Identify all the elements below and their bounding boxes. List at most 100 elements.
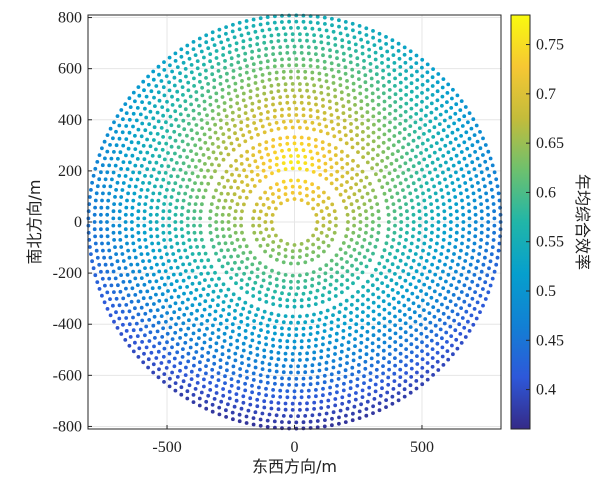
heliostat-point bbox=[146, 82, 151, 87]
heliostat-point bbox=[387, 302, 392, 307]
heliostat-point bbox=[398, 104, 403, 109]
heliostat-point bbox=[442, 118, 447, 123]
heliostat-point bbox=[202, 107, 207, 111]
heliostat-point bbox=[149, 174, 154, 179]
heliostat-point bbox=[169, 157, 174, 162]
heliostat-point bbox=[169, 266, 174, 270]
heliostat-point bbox=[371, 404, 375, 409]
heliostat-point bbox=[479, 230, 484, 235]
heliostat-point bbox=[372, 317, 376, 322]
heliostat-point bbox=[374, 267, 378, 272]
heliostat-point bbox=[314, 343, 318, 348]
heliostat-point bbox=[180, 355, 185, 359]
heliostat-point bbox=[290, 408, 295, 412]
heliostat-point bbox=[462, 156, 467, 161]
heliostat-point bbox=[175, 89, 180, 94]
heliostat-point bbox=[241, 91, 246, 96]
heliostat-point bbox=[433, 323, 438, 328]
heliostat-point bbox=[235, 302, 240, 307]
heliostat-point bbox=[103, 177, 108, 182]
heliostat-point bbox=[152, 314, 157, 319]
heliostat-point bbox=[357, 205, 361, 210]
heliostat-point bbox=[220, 95, 225, 99]
heliostat-point bbox=[230, 110, 235, 115]
heliostat-point bbox=[420, 298, 425, 303]
heliostat-point bbox=[198, 209, 203, 214]
heliostat-point bbox=[136, 85, 141, 89]
heliostat-point bbox=[290, 249, 295, 254]
heliostat-point bbox=[134, 321, 139, 326]
heliostat-point bbox=[436, 131, 441, 136]
heliostat-point bbox=[176, 124, 181, 128]
heliostat-point bbox=[254, 202, 259, 207]
heliostat-point bbox=[232, 404, 237, 409]
heliostat-point bbox=[108, 126, 113, 131]
heliostat-point bbox=[131, 111, 136, 116]
heliostat-point bbox=[424, 147, 429, 152]
y-tick-label: -800 bbox=[53, 418, 82, 435]
heliostat-point bbox=[161, 305, 166, 309]
heliostat-point bbox=[144, 94, 149, 99]
heliostat-point bbox=[459, 99, 464, 103]
heliostat-point bbox=[393, 223, 397, 228]
heliostat-point bbox=[185, 133, 189, 138]
heliostat-point bbox=[141, 259, 145, 263]
heliostat-point bbox=[444, 330, 449, 335]
heliostat-point bbox=[179, 47, 184, 52]
heliostat-point bbox=[157, 285, 162, 290]
heliostat-point bbox=[270, 268, 274, 273]
heliostat-point bbox=[230, 329, 235, 334]
heliostat-point bbox=[124, 286, 128, 291]
heliostat-point bbox=[233, 230, 238, 235]
heliostat-point bbox=[110, 177, 114, 182]
heliostat-point bbox=[436, 368, 441, 372]
heliostat-point bbox=[204, 40, 209, 45]
heliostat-point bbox=[131, 269, 136, 274]
heliostat-point bbox=[192, 116, 196, 121]
heliostat-point bbox=[247, 163, 252, 168]
heliostat-point bbox=[333, 403, 338, 408]
heliostat-point bbox=[244, 265, 249, 270]
heliostat-point bbox=[367, 385, 372, 390]
heliostat-point bbox=[243, 329, 248, 333]
heliostat-point bbox=[326, 405, 331, 409]
heliostat-point bbox=[258, 118, 263, 123]
heliostat-point bbox=[417, 262, 421, 267]
heliostat-point bbox=[440, 336, 444, 341]
heliostat-point bbox=[97, 177, 102, 182]
heliostat-point bbox=[305, 88, 309, 93]
heliostat-point bbox=[280, 382, 284, 387]
heliostat-point bbox=[112, 202, 116, 207]
heliostat-point bbox=[369, 83, 374, 88]
heliostat-point bbox=[227, 50, 232, 55]
heliostat-point bbox=[210, 402, 215, 407]
heliostat-point bbox=[212, 85, 217, 90]
heliostat-point bbox=[253, 159, 258, 164]
heliostat-point bbox=[137, 170, 142, 175]
heliostat-point bbox=[305, 407, 309, 412]
heliostat-point bbox=[460, 205, 465, 210]
heliostat-point bbox=[454, 269, 458, 274]
heliostat-point bbox=[354, 110, 359, 115]
heliostat-point bbox=[350, 372, 355, 377]
heliostat-point bbox=[361, 310, 365, 314]
heliostat-point bbox=[127, 184, 132, 189]
heliostat-point bbox=[326, 244, 331, 248]
heliostat-point bbox=[123, 174, 128, 178]
heliostat-point bbox=[311, 190, 316, 194]
heliostat-point bbox=[442, 230, 447, 235]
heliostat-point bbox=[359, 402, 363, 407]
heliostat-point bbox=[281, 119, 286, 124]
heliostat-point bbox=[301, 376, 306, 381]
heliostat-point bbox=[289, 279, 293, 284]
heliostat-point bbox=[305, 357, 309, 362]
heliostat-point bbox=[446, 82, 451, 87]
heliostat-point bbox=[386, 146, 391, 151]
heliostat-point bbox=[398, 367, 403, 372]
heliostat-point bbox=[369, 205, 374, 210]
heliostat-point bbox=[469, 126, 474, 131]
heliostat-point bbox=[248, 351, 253, 355]
heliostat-point bbox=[226, 287, 231, 292]
heliostat-point bbox=[417, 161, 421, 165]
heliostat-point bbox=[416, 202, 421, 207]
